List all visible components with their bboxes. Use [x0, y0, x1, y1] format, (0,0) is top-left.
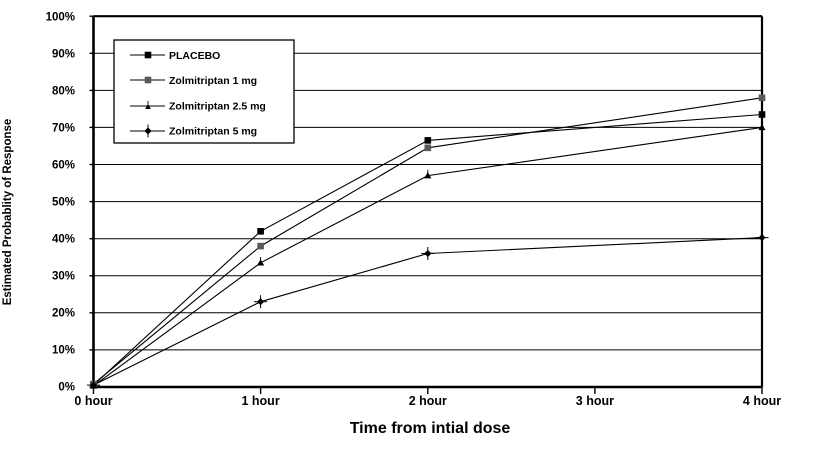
svg-text:4 hour: 4 hour: [743, 394, 781, 408]
svg-text:2 hour: 2 hour: [409, 394, 447, 408]
svg-text:Zolmitriptan 5 mg: Zolmitriptan 5 mg: [169, 126, 257, 138]
svg-text:40%: 40%: [52, 234, 75, 246]
svg-text:60%: 60%: [52, 160, 75, 172]
svg-text:80%: 80%: [52, 86, 75, 98]
svg-text:Time from intial dose: Time from intial dose: [350, 420, 511, 437]
svg-text:1 hour: 1 hour: [241, 394, 279, 408]
svg-text:50%: 50%: [52, 197, 75, 209]
svg-text:Estimated Probablity of Respon: Estimated Probablity of Response: [2, 119, 14, 306]
svg-text:100%: 100%: [46, 12, 75, 24]
svg-text:10%: 10%: [52, 345, 75, 357]
svg-text:70%: 70%: [52, 123, 75, 135]
svg-text:20%: 20%: [52, 308, 75, 320]
svg-text:PLACEBO: PLACEBO: [169, 50, 220, 62]
svg-text:Zolmitriptan 1 mg: Zolmitriptan 1 mg: [169, 75, 257, 87]
svg-text:3 hour: 3 hour: [576, 394, 614, 408]
svg-text:30%: 30%: [52, 271, 75, 283]
svg-text:90%: 90%: [52, 49, 75, 61]
svg-text:0 hour: 0 hour: [74, 394, 112, 408]
svg-text:0%: 0%: [58, 382, 75, 394]
svg-text:Zolmitriptan 2.5 mg: Zolmitriptan 2.5 mg: [169, 101, 266, 113]
